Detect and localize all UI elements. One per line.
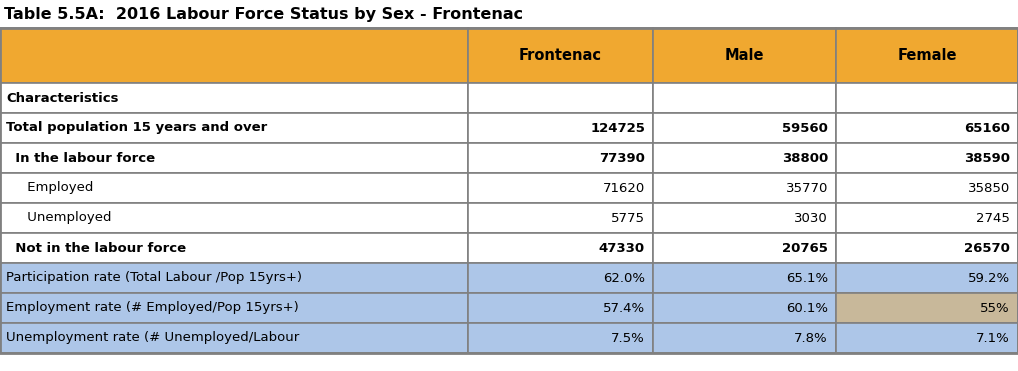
Text: 7.1%: 7.1% <box>976 332 1010 345</box>
Text: Frontenac: Frontenac <box>519 48 602 63</box>
Text: Participation rate (Total Labour /Pop 15yrs+): Participation rate (Total Labour /Pop 15… <box>6 272 302 285</box>
Text: 124725: 124725 <box>590 121 645 135</box>
Bar <box>0 143 468 173</box>
Bar <box>468 173 653 203</box>
Text: 38590: 38590 <box>964 151 1010 164</box>
Text: 62.0%: 62.0% <box>603 272 645 285</box>
Bar <box>468 143 653 173</box>
Bar <box>468 233 653 263</box>
Text: 59560: 59560 <box>782 121 828 135</box>
Bar <box>836 203 1018 233</box>
Text: 71620: 71620 <box>603 181 645 194</box>
Text: 35850: 35850 <box>968 181 1010 194</box>
Text: Female: Female <box>897 48 957 63</box>
Text: 35770: 35770 <box>786 181 828 194</box>
Bar <box>0 113 468 143</box>
Text: 3030: 3030 <box>794 211 828 224</box>
Text: 65160: 65160 <box>964 121 1010 135</box>
Text: 55%: 55% <box>980 302 1010 315</box>
Bar <box>468 203 653 233</box>
Bar <box>653 28 836 83</box>
Bar <box>0 233 468 263</box>
Bar <box>836 323 1018 353</box>
Bar <box>0 293 468 323</box>
Bar <box>836 233 1018 263</box>
Bar <box>653 323 836 353</box>
Text: 20765: 20765 <box>782 242 828 255</box>
Bar <box>468 83 653 113</box>
Bar <box>468 113 653 143</box>
Text: 38800: 38800 <box>782 151 828 164</box>
Bar <box>836 143 1018 173</box>
Text: 57.4%: 57.4% <box>603 302 645 315</box>
Bar <box>653 83 836 113</box>
Text: 47330: 47330 <box>599 242 645 255</box>
Text: Employed: Employed <box>6 181 94 194</box>
Bar <box>836 173 1018 203</box>
Bar <box>653 173 836 203</box>
Text: 77390: 77390 <box>600 151 645 164</box>
Text: Unemployment rate (# Unemployed/Labour: Unemployment rate (# Unemployed/Labour <box>6 332 299 345</box>
Bar <box>0 203 468 233</box>
Text: Not in the labour force: Not in the labour force <box>6 242 186 255</box>
Text: 65.1%: 65.1% <box>786 272 828 285</box>
Bar <box>836 28 1018 83</box>
Bar <box>0 323 468 353</box>
Bar <box>653 143 836 173</box>
Text: 60.1%: 60.1% <box>786 302 828 315</box>
Text: 5775: 5775 <box>611 211 645 224</box>
Bar <box>0 263 468 293</box>
Bar <box>0 173 468 203</box>
Bar <box>468 323 653 353</box>
Bar <box>653 233 836 263</box>
Bar <box>836 263 1018 293</box>
Text: Male: Male <box>725 48 765 63</box>
Text: Total population 15 years and over: Total population 15 years and over <box>6 121 268 135</box>
Text: Unemployed: Unemployed <box>6 211 112 224</box>
Bar <box>468 263 653 293</box>
Bar <box>653 113 836 143</box>
Bar <box>653 203 836 233</box>
Bar <box>836 113 1018 143</box>
Bar <box>0 28 468 83</box>
Text: 59.2%: 59.2% <box>968 272 1010 285</box>
Text: Characteristics: Characteristics <box>6 92 118 105</box>
Bar <box>836 293 1018 323</box>
Text: 26570: 26570 <box>964 242 1010 255</box>
Bar <box>836 83 1018 113</box>
Text: In the labour force: In the labour force <box>6 151 155 164</box>
Text: Employment rate (# Employed/Pop 15yrs+): Employment rate (# Employed/Pop 15yrs+) <box>6 302 298 315</box>
Text: 2745: 2745 <box>976 211 1010 224</box>
Bar <box>468 28 653 83</box>
Bar <box>653 263 836 293</box>
Bar <box>653 293 836 323</box>
Text: 7.8%: 7.8% <box>794 332 828 345</box>
Bar <box>0 83 468 113</box>
Text: Table 5.5A:  2016 Labour Force Status by Sex - Frontenac: Table 5.5A: 2016 Labour Force Status by … <box>4 7 523 22</box>
Bar <box>468 293 653 323</box>
Bar <box>0 28 1018 353</box>
Text: 7.5%: 7.5% <box>611 332 645 345</box>
